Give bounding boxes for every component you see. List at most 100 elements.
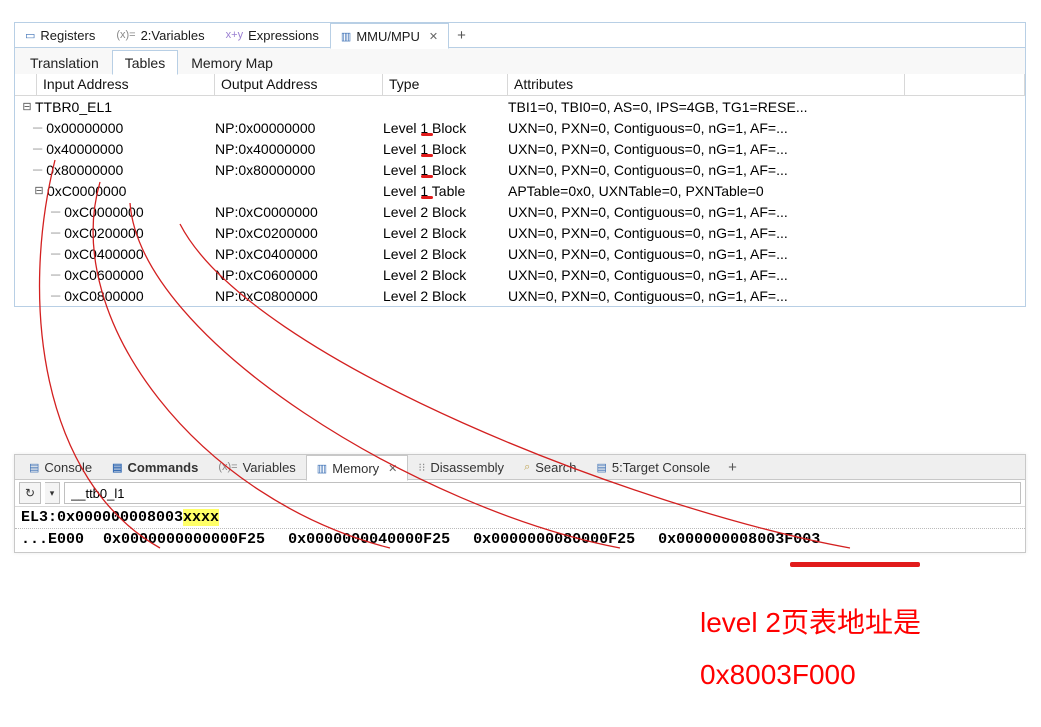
table-row[interactable]: ─0xC0400000NP:0xC0400000Level 2 BlockUXN… <box>15 243 1025 264</box>
cell-input-address: ─0xC0600000 <box>15 267 215 283</box>
cell-type: Level 2 Block <box>383 246 508 262</box>
cell-type: Level 2 Block <box>383 267 508 283</box>
collapse-icon[interactable]: ⊟ <box>21 100 33 113</box>
tree-branch-icon: ─ <box>33 162 42 177</box>
tab-registers[interactable]: ▭ Registers <box>15 23 106 47</box>
close-icon[interactable]: ✕ <box>429 30 438 43</box>
cell-attributes: UXN=0, PXN=0, Contiguous=0, nG=1, AF=... <box>508 225 905 241</box>
table-row[interactable]: ─0xC0000000NP:0xC0000000Level 2 BlockUXN… <box>15 201 1025 222</box>
col-attributes[interactable]: Attributes <box>508 74 905 95</box>
mmu-subtabs: Translation Tables Memory Map <box>15 48 1025 74</box>
tab-label: Search <box>535 460 576 475</box>
cell-input-address: ─ 0x80000000 <box>15 162 215 178</box>
close-icon[interactable]: ✕ <box>388 462 397 475</box>
cell-input-address: ─ 0xC0400000 <box>15 246 215 262</box>
table-row[interactable]: ─0x80000000NP:0x80000000Level 1 BlockUXN… <box>15 159 1025 180</box>
target-console-icon: ▤ <box>596 461 606 474</box>
annotation-underline <box>790 562 920 567</box>
input-address-value: TTBR0_EL1 <box>35 99 112 115</box>
tab-expressions[interactable]: x+y Expressions <box>216 23 330 47</box>
tab-label: Variables <box>243 460 296 475</box>
dump-word: 0x000000008003F003 <box>658 531 820 548</box>
cell-type: Level 2 Block <box>383 225 508 241</box>
tab-variables-bottom[interactable]: (x)= Variables <box>208 455 305 479</box>
col-input-address[interactable]: Input Address <box>37 74 215 95</box>
memory-address-line: EL3:0x000000008003xxxx <box>15 507 1025 528</box>
add-view-button[interactable]: + <box>449 27 474 44</box>
input-address-value: 0xC0400000 <box>64 246 143 262</box>
input-address-value: 0xC0000000 <box>47 183 126 199</box>
collapse-icon[interactable]: ⊟ <box>33 184 45 197</box>
history-dropdown-button[interactable]: ▾ <box>45 482 60 504</box>
input-address-value: 0x40000000 <box>46 141 123 157</box>
cell-output-address: NP:0xC0000000 <box>215 204 383 220</box>
history-back-button[interactable]: ↻ <box>19 482 41 504</box>
memory-view: ▤ Console ▤ Commands (x)= Variables ▥ Me… <box>14 454 1026 553</box>
dump-word: 0x0000000080000F25 <box>473 531 635 548</box>
input-address-value: 0xC0000000 <box>64 204 143 220</box>
cell-attributes: UXN=0, PXN=0, Contiguous=0, nG=1, AF=... <box>508 141 905 157</box>
cell-attributes: UXN=0, PXN=0, Contiguous=0, nG=1, AF=... <box>508 288 905 304</box>
table-row[interactable]: ─0x00000000NP:0x00000000Level 1 BlockUXN… <box>15 117 1025 138</box>
cell-output-address: NP:0x40000000 <box>215 141 383 157</box>
expressions-icon: x+y <box>226 29 243 41</box>
cell-output-address: NP:0xC0800000 <box>215 288 383 304</box>
subtab-translation[interactable]: Translation <box>17 50 112 75</box>
tab-variables[interactable]: (x)= 2:Variables <box>106 23 215 47</box>
table-row[interactable]: ─0x40000000NP:0x40000000Level 1 BlockUXN… <box>15 138 1025 159</box>
tab-label: Expressions <box>248 28 319 43</box>
cell-type: Level 2 Block <box>383 288 508 304</box>
registers-icon: ▭ <box>25 29 35 42</box>
mmu-table-header: Input Address Output Address Type Attrib… <box>15 74 1025 96</box>
annotation-text-line1: level 2页表地址是 <box>700 603 921 643</box>
cell-attributes: UXN=0, PXN=0, Contiguous=0, nG=1, AF=... <box>508 267 905 283</box>
address-highlight: xxxx <box>183 509 219 526</box>
tab-target-console[interactable]: ▤ 5:Target Console <box>586 455 720 479</box>
table-row[interactable]: ─0xC0600000NP:0xC0600000Level 2 BlockUXN… <box>15 264 1025 285</box>
add-view-button[interactable]: + <box>720 459 745 476</box>
cell-attributes: UXN=0, PXN=0, Contiguous=0, nG=1, AF=... <box>508 120 905 136</box>
dump-offset: ...E000 <box>21 531 84 548</box>
memory-icon: ▥ <box>317 462 327 475</box>
tree-branch-icon: ─ <box>51 225 60 240</box>
table-row[interactable]: ⊟TTBR0_EL1TBI1=0, TBI0=0, AS=0, IPS=4GB,… <box>15 96 1025 117</box>
col-output-address[interactable]: Output Address <box>215 74 383 95</box>
tab-label: Registers <box>40 28 95 43</box>
cell-attributes: UXN=0, PXN=0, Contiguous=0, nG=1, AF=... <box>508 204 905 220</box>
bottom-tabbar: ▤ Console ▤ Commands (x)= Variables ▥ Me… <box>15 455 1025 480</box>
col-type[interactable]: Type <box>383 74 508 95</box>
subtab-memory-map[interactable]: Memory Map <box>178 50 286 75</box>
tab-label: 5:Target Console <box>612 460 710 475</box>
address-prefix: EL3:0x000000008003 <box>21 509 183 526</box>
input-address-value: 0x00000000 <box>46 120 123 136</box>
dump-word: 0x0000000040000F25 <box>288 531 450 548</box>
mmu-table: Input Address Output Address Type Attrib… <box>15 74 1025 306</box>
console-icon: ▤ <box>29 461 39 474</box>
annotation-underline <box>421 175 433 178</box>
memory-toolbar: ↻ ▾ <box>15 480 1025 507</box>
subtab-tables[interactable]: Tables <box>112 50 178 75</box>
tab-commands[interactable]: ▤ Commands <box>102 455 208 479</box>
mmu-mpu-view: ▭ Registers (x)= 2:Variables x+y Express… <box>14 22 1026 307</box>
tree-branch-icon: ─ <box>33 120 42 135</box>
tree-branch-icon: ─ <box>51 267 60 282</box>
tab-mmu-mpu[interactable]: ▥ MMU/MPU ✕ <box>330 23 449 49</box>
tab-search[interactable]: ⌕ Search <box>514 455 586 479</box>
input-address-value: 0x80000000 <box>46 162 123 178</box>
cell-type: Level 2 Block <box>383 204 508 220</box>
variables-icon: (x)= <box>218 461 237 473</box>
tree-branch-icon: ─ <box>51 246 60 261</box>
table-row[interactable]: ─0xC0800000NP:0xC0800000Level 2 BlockUXN… <box>15 285 1025 306</box>
col-tree <box>15 74 37 95</box>
table-row[interactable]: ⊟0xC0000000Level 1 TableAPTable=0x0, UXN… <box>15 180 1025 201</box>
memory-address-input[interactable] <box>64 482 1021 504</box>
cell-output-address: NP:0x80000000 <box>215 162 383 178</box>
tab-disassembly[interactable]: ⁝⁝ Disassembly <box>408 455 514 479</box>
tree-branch-icon: ─ <box>51 288 60 303</box>
cell-type: Level 1 Table <box>383 183 508 199</box>
cell-output-address: NP:0xC0400000 <box>215 246 383 262</box>
tab-label: Console <box>44 460 92 475</box>
table-row[interactable]: ─0xC0200000NP:0xC0200000Level 2 BlockUXN… <box>15 222 1025 243</box>
tab-memory[interactable]: ▥ Memory ✕ <box>306 455 409 481</box>
tab-console[interactable]: ▤ Console <box>19 455 102 479</box>
